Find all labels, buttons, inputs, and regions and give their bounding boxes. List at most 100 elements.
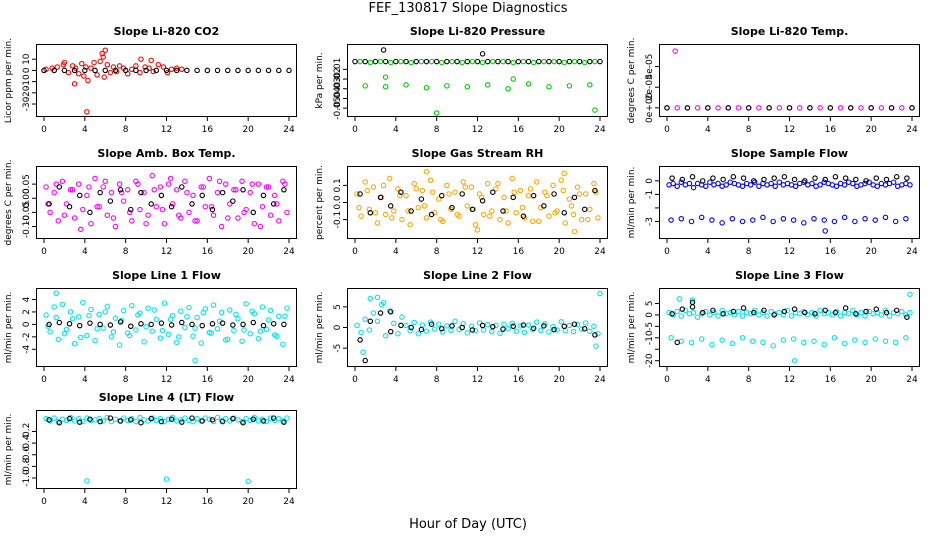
y-tick-label: -3 (645, 217, 655, 226)
data-point-series-1 (817, 105, 823, 111)
data-point-series-1 (729, 215, 736, 222)
data-point-series-1 (53, 314, 59, 321)
data-point-series-1 (100, 325, 106, 331)
data-point-series-2 (571, 321, 578, 327)
y-tick-label: 5 (645, 301, 655, 307)
data-point-series-1 (399, 216, 405, 223)
data-point-series-1 (79, 60, 85, 67)
data-point-series-2 (403, 58, 409, 65)
data-point-series-1 (841, 182, 848, 188)
data-point-series-2 (367, 210, 374, 216)
data-point-series-1 (86, 312, 92, 319)
data-point-series-2 (97, 321, 103, 328)
data-point-series-1 (149, 172, 155, 179)
x-tick-label: 12 (161, 497, 172, 507)
data-point-series-1 (257, 223, 264, 230)
x-tick-label: 20 (553, 247, 565, 257)
data-point-series-1 (674, 308, 680, 315)
data-point-series-1 (546, 329, 552, 335)
data-point-series-2 (571, 194, 578, 201)
data-point-series-2 (352, 58, 358, 65)
x-tick-label: 4 (393, 247, 399, 257)
y-tick-label: -0.10 (22, 215, 32, 239)
data-point-series-1 (484, 180, 491, 187)
y-tick-label: 0 (333, 324, 343, 330)
x-tick-label: 20 (865, 375, 877, 385)
data-point-series-2 (138, 189, 144, 196)
data-point-series-1 (776, 309, 783, 316)
data-point-series-1 (391, 208, 397, 214)
data-point-series-2 (679, 306, 686, 312)
y-tick-label: -0.4 (22, 434, 32, 452)
data-point-series-2 (184, 67, 190, 74)
data-point-series-1 (561, 170, 568, 177)
data-point-series-1 (54, 64, 61, 70)
data-point-series-1 (241, 327, 247, 333)
y-tick-label: -0.05 (22, 201, 32, 224)
data-point-series-2 (117, 187, 124, 193)
data-point-series-1 (145, 212, 151, 218)
data-point-series-2 (848, 105, 854, 111)
data-point-series-2 (556, 58, 562, 65)
data-point-series-1 (907, 309, 913, 316)
data-point-series-1 (907, 182, 913, 188)
x-axis-title: Hour of Day (UTC) (409, 517, 527, 532)
data-point-series-1 (454, 211, 460, 218)
data-point-series-1 (592, 107, 598, 113)
data-point-series-1 (739, 313, 746, 319)
data-point-series-2 (189, 415, 195, 421)
data-point-series-1 (811, 215, 817, 222)
chart-title: Slope Amb. Box Temp. (97, 147, 235, 160)
data-point-series-2 (240, 321, 246, 328)
data-point-series-2 (128, 206, 134, 213)
data-point-series-2 (490, 323, 496, 330)
data-point-series-2 (158, 192, 165, 199)
data-point-series-1 (274, 333, 280, 339)
data-point-series-1 (674, 105, 680, 111)
data-point-series-2 (725, 105, 732, 111)
data-point-series-1 (490, 58, 496, 65)
data-point-series-2 (128, 323, 134, 330)
y-tick-label: -30 (22, 96, 32, 111)
x-tick-label: 20 (242, 125, 254, 135)
data-point-series-1 (51, 189, 57, 196)
data-point-series-1 (161, 418, 168, 425)
data-point-series-2 (705, 105, 711, 111)
data-point-series-1 (267, 415, 274, 421)
data-point-series-1 (75, 314, 82, 320)
data-point-series-2 (102, 67, 109, 74)
data-point-series-1 (419, 322, 426, 328)
data-point-series-1 (377, 58, 384, 65)
data-point-series-1 (886, 313, 893, 319)
data-point-series-1 (55, 418, 62, 425)
data-point-series-1 (239, 178, 245, 185)
data-point-series-1 (397, 192, 403, 199)
data-point-series-1 (124, 187, 131, 193)
data-point-series-1 (282, 181, 288, 187)
data-point-series-1 (597, 290, 603, 297)
data-point-series-2 (464, 58, 471, 65)
data-point-series-1 (51, 415, 57, 421)
data-point-series-1 (505, 85, 511, 92)
data-point-series-1 (265, 317, 272, 323)
data-point-series-1 (239, 418, 245, 425)
data-point-series-1 (150, 68, 156, 75)
data-point-series-1 (511, 189, 518, 195)
data-point-series-1 (837, 313, 844, 319)
data-point-series-2 (255, 67, 262, 74)
data-point-series-1 (165, 181, 172, 187)
data-point-series-1 (570, 211, 577, 218)
data-point-series-2 (128, 417, 134, 423)
data-point-series-1 (235, 316, 241, 322)
data-point-series-2 (444, 58, 450, 65)
plot-frame (347, 166, 608, 239)
data-point-series-1 (582, 320, 589, 326)
data-point-series-1 (418, 58, 425, 65)
data-point-series-1 (241, 209, 247, 216)
data-point-series-1 (214, 189, 221, 196)
data-point-series-2 (812, 175, 818, 181)
y-axis-label: kPa per min. (315, 52, 325, 108)
data-point-series-2 (382, 58, 389, 65)
data-point-series-1 (43, 184, 49, 190)
data-point-series-1 (792, 183, 799, 189)
